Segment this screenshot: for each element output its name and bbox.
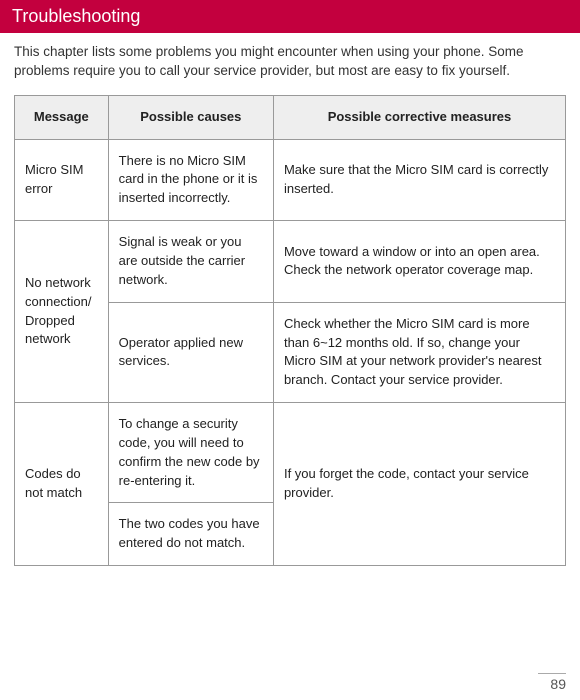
cell-message: Micro SIM error xyxy=(15,139,109,221)
cell-cause: There is no Micro SIM card in the phone … xyxy=(108,139,273,221)
header-message: Message xyxy=(15,95,109,139)
header-cause: Possible causes xyxy=(108,95,273,139)
cell-fix: If you forget the code, contact your ser… xyxy=(273,403,565,566)
page-number: 89 xyxy=(538,673,566,692)
intro-text: This chapter lists some problems you mig… xyxy=(0,33,580,95)
cell-fix: Make sure that the Micro SIM card is cor… xyxy=(273,139,565,221)
cell-cause: Signal is weak or you are outside the ca… xyxy=(108,221,273,303)
cell-message: No network connection/ Dropped network xyxy=(15,221,109,403)
cell-fix: Move toward a window or into an open are… xyxy=(273,221,565,303)
table-row: Micro SIM error There is no Micro SIM ca… xyxy=(15,139,566,221)
table-row: Codes do not match To change a security … xyxy=(15,403,566,503)
cell-fix: Check whether the Micro SIM card is more… xyxy=(273,302,565,402)
page-title: Troubleshooting xyxy=(12,6,140,26)
table-row: No network connection/ Dropped network S… xyxy=(15,221,566,303)
troubleshooting-table: Message Possible causes Possible correct… xyxy=(14,95,566,566)
cell-cause: To change a security code, you will need… xyxy=(108,403,273,503)
header-fix: Possible corrective measures xyxy=(273,95,565,139)
cell-cause: Operator applied new services. xyxy=(108,302,273,402)
cell-message: Codes do not match xyxy=(15,403,109,566)
troubleshooting-table-wrap: Message Possible causes Possible correct… xyxy=(0,95,580,566)
table-header-row: Message Possible causes Possible correct… xyxy=(15,95,566,139)
page-header: Troubleshooting xyxy=(0,0,580,33)
cell-cause: The two codes you have entered do not ma… xyxy=(108,503,273,566)
